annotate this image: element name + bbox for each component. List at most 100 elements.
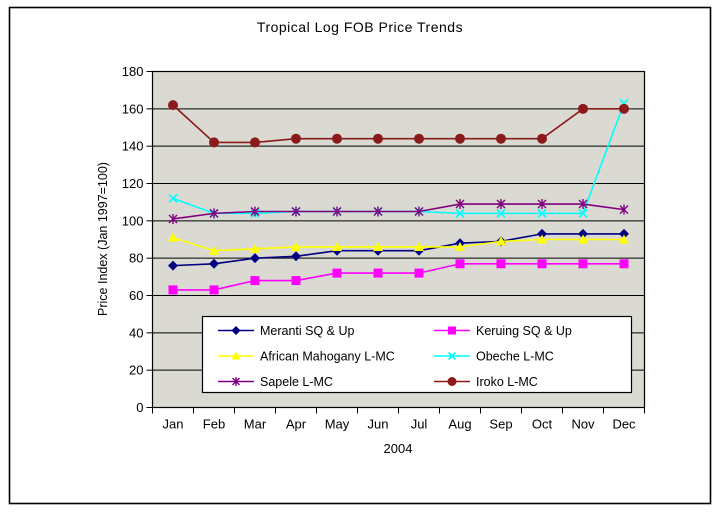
legend-label: African Mahogany L-MC [260, 350, 395, 364]
chart-outer-border [8, 6, 712, 505]
y-tick-label: 0 [136, 400, 143, 415]
series-marker [537, 228, 547, 239]
x-tick-label: Sep [489, 417, 512, 432]
y-axis: 0 20 40 60 80 100 120 140 160 180 [122, 64, 154, 415]
series-marker [250, 276, 260, 286]
y-tick-label: 140 [122, 139, 144, 154]
y-tick-label: 60 [129, 288, 143, 303]
series-marker [373, 206, 383, 217]
legend-item: Obeche L-MC [434, 350, 554, 364]
series-marker [414, 268, 424, 278]
series-marker [537, 208, 547, 218]
y-tick-label: 120 [122, 176, 144, 191]
series-marker [168, 100, 178, 111]
series-marker [250, 243, 260, 253]
series-marker [250, 253, 260, 264]
legend-marker [448, 326, 456, 335]
x-axis-title: 2004 [383, 441, 413, 456]
series-marker [496, 259, 506, 269]
series-marker [414, 206, 424, 217]
x-tick-label: Aug [448, 417, 471, 432]
series-marker [209, 208, 219, 219]
series-1 [168, 259, 629, 295]
legend-marker [231, 326, 241, 335]
series-marker [578, 234, 588, 244]
legend-label: Sapele L-MC [260, 375, 333, 389]
series-marker [619, 234, 629, 244]
y-axis-title: Price Index (Jan 1997=100) [96, 162, 110, 316]
series-marker [537, 234, 547, 244]
legend-marker [231, 351, 241, 360]
series-2 [168, 232, 629, 255]
legend-item: African Mahogany L-MC [218, 350, 395, 364]
series-marker [332, 268, 342, 278]
y-tick-label: 160 [122, 101, 144, 116]
series-marker [373, 241, 383, 251]
legend-item: Meranti SQ & Up [218, 324, 355, 338]
legend-label: Iroko L-MC [476, 375, 538, 389]
series-marker [578, 103, 588, 114]
series-marker [168, 213, 178, 224]
series-marker [455, 199, 465, 210]
series-marker [496, 208, 506, 218]
legend-label: Keruing SQ & Up [476, 324, 572, 338]
x-tick-label: Jun [368, 417, 389, 432]
x-tick-label: May [325, 417, 350, 432]
series-marker [537, 133, 547, 144]
series-marker [619, 259, 629, 269]
series-marker [291, 206, 301, 217]
y-tick-label: 40 [129, 325, 143, 340]
x-tick-label: Nov [571, 417, 595, 432]
series-line [172, 104, 624, 144]
x-tick-label: Dec [612, 417, 636, 432]
series-marker [373, 133, 383, 144]
series-marker [455, 208, 465, 218]
x-tick-label: Jul [411, 417, 428, 432]
series-marker [578, 228, 588, 239]
legend-item: Iroko L-MC [434, 375, 538, 389]
series-marker [537, 259, 547, 269]
series-line [172, 233, 624, 267]
series-marker [537, 199, 547, 210]
y-tick-label: 20 [129, 363, 143, 378]
series-line [172, 203, 625, 220]
legend-item: Sapele L-MC [218, 375, 333, 389]
series-marker [209, 285, 219, 295]
series-marker [332, 206, 342, 217]
x-axis: Jan Feb Mar Apr May Jun Jul Aug Sep Oct Nov Dec [152, 407, 645, 432]
series-marker [578, 199, 588, 210]
series-marker [332, 133, 342, 144]
series-marker [168, 232, 178, 242]
series-marker [496, 133, 506, 144]
series-marker [168, 285, 178, 295]
series-marker [291, 241, 301, 251]
series-marker [414, 133, 424, 144]
series-marker [414, 241, 424, 251]
legend-box [201, 315, 633, 394]
series-marker [250, 206, 260, 217]
series-marker [209, 258, 219, 269]
legend-item: Keruing SQ & Up [434, 324, 572, 338]
legend-marker [447, 351, 457, 361]
y-tick-label: 80 [129, 251, 143, 266]
x-tick-label: Mar [244, 417, 267, 432]
series-marker [578, 208, 588, 218]
legend-marker [232, 377, 240, 386]
y-tick-label: 100 [122, 213, 144, 228]
series-line [173, 262, 624, 291]
legend-label: Meranti SQ & Up [260, 324, 355, 338]
chart-title: Tropical Log FOB Price Trends [256, 19, 464, 35]
series-line [172, 236, 624, 252]
series-marker [619, 103, 629, 114]
series-marker [291, 276, 301, 286]
series-4 [168, 199, 629, 224]
series-marker [455, 259, 465, 269]
series-marker [496, 236, 506, 246]
legend: Meranti SQ & Up Keruing SQ & Up African Ma… [201, 315, 633, 394]
legend-label: Obeche L-MC [476, 350, 554, 364]
series-marker [250, 137, 260, 148]
series-marker [332, 241, 342, 251]
x-tick-label: Oct [532, 417, 553, 432]
